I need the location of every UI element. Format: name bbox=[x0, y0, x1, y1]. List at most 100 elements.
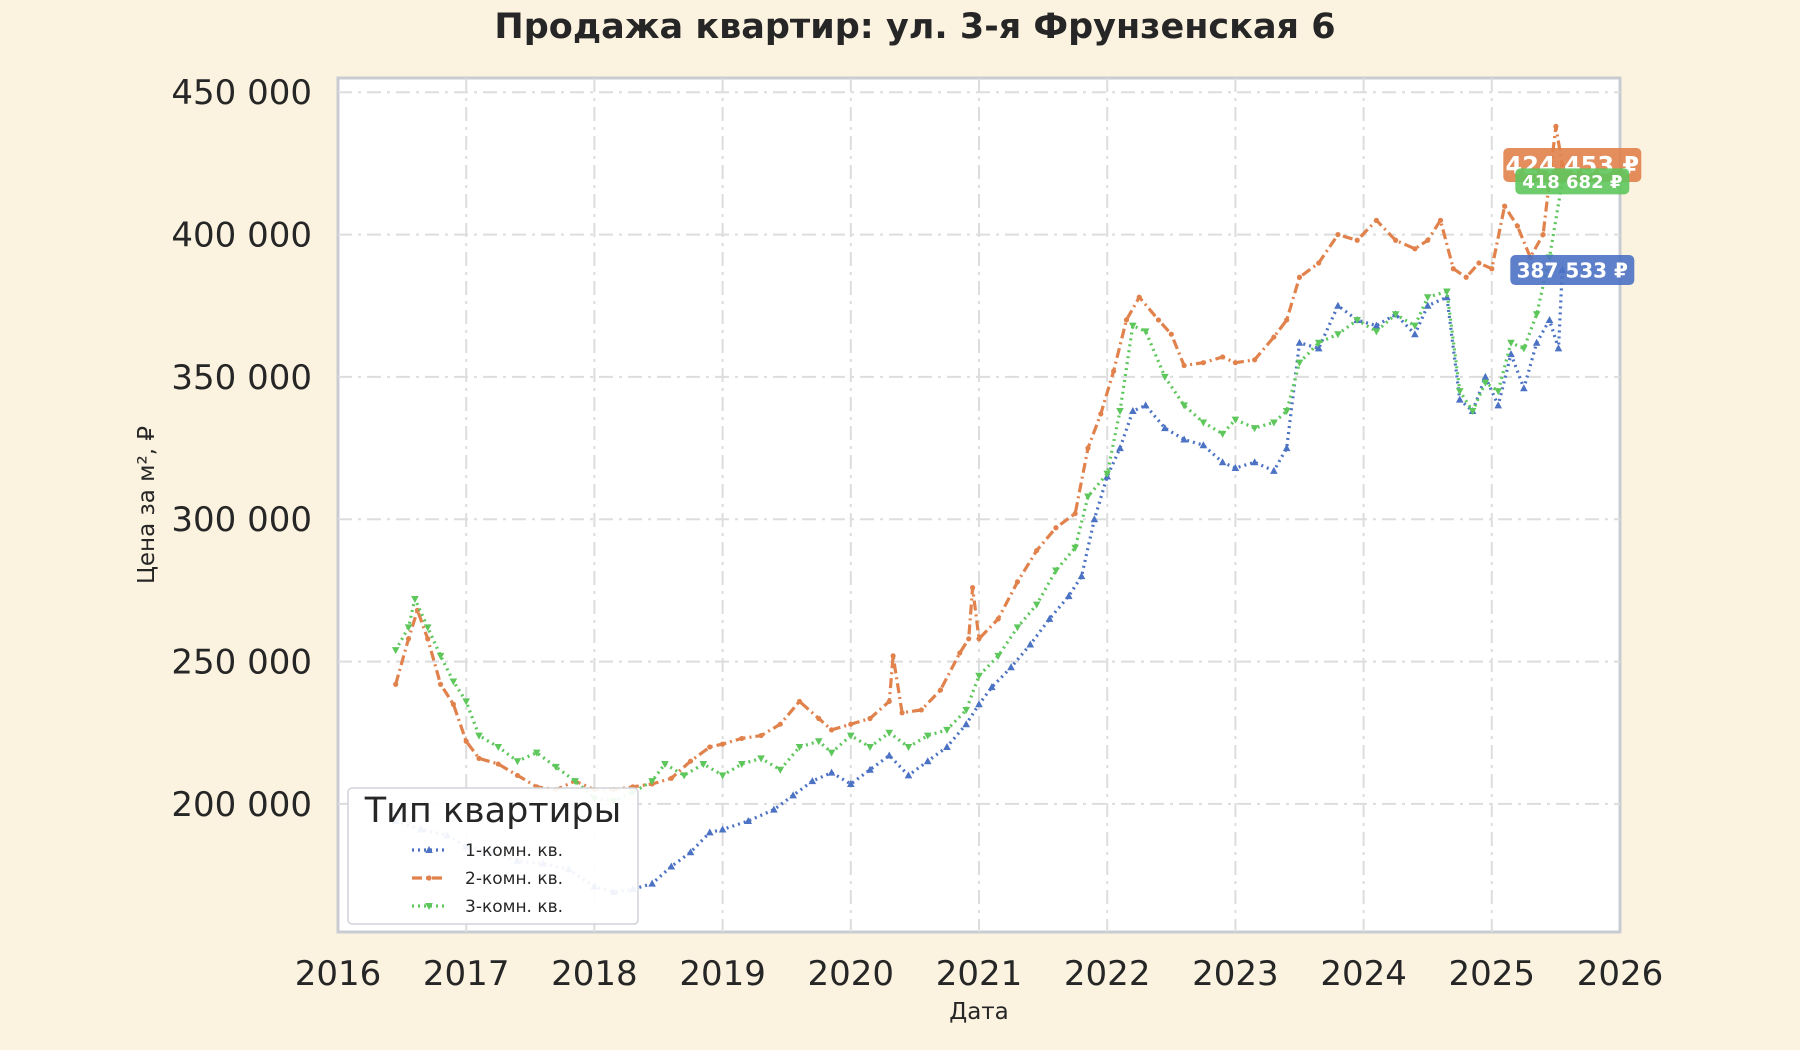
data-point bbox=[770, 805, 778, 813]
data-point bbox=[1494, 401, 1503, 409]
series-2 bbox=[393, 123, 1565, 793]
data-point bbox=[393, 681, 399, 687]
data-point bbox=[1014, 579, 1021, 585]
data-point bbox=[1443, 288, 1451, 296]
legend-marker bbox=[426, 875, 432, 881]
data-point bbox=[885, 729, 894, 737]
y-tick-label: 200 000 bbox=[171, 785, 312, 825]
data-point bbox=[1045, 614, 1054, 622]
end-labels: 424 453 ₽418 682 ₽387 533 ₽ bbox=[1503, 147, 1642, 286]
data-point bbox=[1181, 362, 1187, 369]
legend-label: 1-комн. кв. bbox=[465, 841, 563, 861]
data-point bbox=[1411, 322, 1419, 330]
data-point bbox=[1282, 408, 1291, 416]
data-point bbox=[777, 721, 783, 727]
data-point bbox=[975, 672, 983, 680]
end-label-text: 387 533 ₽ bbox=[1517, 258, 1628, 282]
y-tick-label: 300 000 bbox=[171, 500, 312, 540]
data-point bbox=[1507, 339, 1515, 347]
data-point bbox=[1545, 315, 1554, 323]
data-point bbox=[1353, 316, 1361, 324]
data-point bbox=[1129, 407, 1137, 415]
data-point bbox=[1335, 231, 1341, 238]
data-point bbox=[1411, 330, 1419, 338]
x-tick-label: 2025 bbox=[1449, 954, 1536, 994]
data-point bbox=[463, 738, 469, 744]
data-point bbox=[757, 755, 765, 763]
data-point bbox=[937, 687, 944, 693]
data-point bbox=[866, 743, 874, 751]
y-axis-label: Цена за м², ₽ bbox=[134, 426, 160, 584]
data-point bbox=[1481, 372, 1490, 380]
data-point bbox=[886, 698, 892, 705]
data-point bbox=[739, 735, 745, 742]
data-point bbox=[1199, 441, 1208, 449]
data-point bbox=[1502, 203, 1508, 209]
data-point bbox=[1232, 360, 1238, 366]
data-point bbox=[1468, 408, 1477, 416]
x-axis-label: Дата bbox=[949, 999, 1009, 1025]
data-point bbox=[1532, 311, 1541, 319]
data-point bbox=[795, 743, 804, 751]
data-point bbox=[1372, 321, 1381, 329]
data-point bbox=[1476, 260, 1482, 266]
data-point bbox=[1098, 411, 1104, 417]
data-point bbox=[899, 710, 905, 716]
y-tick-label: 350 000 bbox=[171, 358, 312, 398]
data-point bbox=[867, 715, 873, 722]
y-tick-label: 250 000 bbox=[171, 643, 312, 683]
data-point bbox=[1077, 572, 1086, 580]
data-point bbox=[995, 616, 1001, 622]
data-point bbox=[1052, 567, 1060, 575]
data-point bbox=[475, 732, 483, 740]
data-point bbox=[1520, 345, 1528, 353]
legend: Тип квартиры 1-комн. кв. 2-комн. кв. 3-ком… bbox=[347, 787, 639, 925]
data-point bbox=[667, 862, 676, 870]
data-point bbox=[1250, 458, 1259, 466]
data-point bbox=[1270, 419, 1278, 427]
data-point bbox=[1111, 368, 1117, 374]
data-point bbox=[571, 778, 579, 786]
data-point bbox=[707, 744, 713, 750]
data-point bbox=[1199, 419, 1208, 427]
y-axis-ticks: 450 000 400 000 350 000 300 000 250 000 200 0… bbox=[171, 73, 312, 825]
y-tick-label: 400 000 bbox=[171, 216, 312, 256]
data-point bbox=[988, 683, 996, 691]
data-point bbox=[1412, 246, 1418, 252]
data-point bbox=[943, 742, 951, 750]
data-point bbox=[514, 772, 521, 779]
data-point bbox=[1271, 334, 1277, 340]
data-point bbox=[962, 720, 970, 728]
x-tick-label: 2022 bbox=[1064, 954, 1151, 994]
data-point bbox=[827, 749, 836, 757]
data-point bbox=[827, 768, 836, 776]
data-point bbox=[1072, 510, 1078, 517]
data-point bbox=[885, 751, 894, 759]
data-point bbox=[450, 701, 456, 707]
data-point bbox=[718, 772, 727, 780]
data-point bbox=[776, 766, 785, 774]
data-point bbox=[1514, 223, 1521, 229]
data-point bbox=[1334, 331, 1342, 339]
x-tick-label: 2021 bbox=[936, 954, 1023, 994]
data-point bbox=[1295, 338, 1304, 346]
data-point bbox=[1013, 624, 1022, 632]
data-point bbox=[1116, 408, 1124, 416]
data-point bbox=[1064, 592, 1073, 600]
data-point bbox=[847, 779, 855, 787]
data-point bbox=[1316, 260, 1322, 266]
data-point bbox=[1334, 301, 1342, 309]
data-point bbox=[1161, 373, 1169, 381]
data-point bbox=[705, 828, 714, 836]
data-point bbox=[1200, 360, 1206, 366]
data-point bbox=[789, 791, 797, 799]
data-point bbox=[744, 816, 753, 824]
data-point bbox=[1373, 217, 1380, 223]
data-point bbox=[1314, 339, 1323, 347]
end-label-box bbox=[1510, 255, 1635, 286]
data-point bbox=[1437, 217, 1444, 223]
data-point bbox=[687, 758, 694, 764]
data-point bbox=[969, 584, 976, 591]
end-label-text: 418 682 ₽ bbox=[1522, 172, 1622, 193]
data-point bbox=[1053, 525, 1059, 531]
